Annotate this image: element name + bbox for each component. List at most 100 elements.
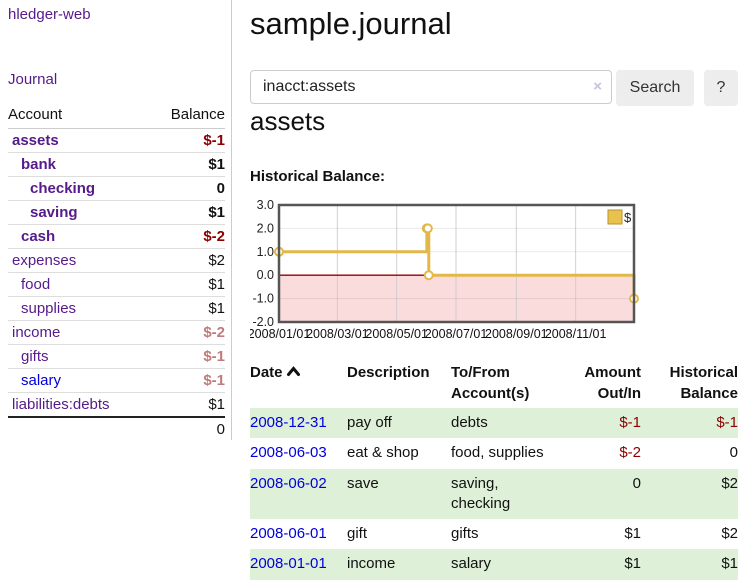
svg-text:3.0: 3.0 — [257, 198, 274, 212]
date-link[interactable]: 2008-06-02 — [250, 474, 327, 492]
register-description-cell: income — [347, 555, 396, 573]
account-row: supplies $1 — [8, 296, 225, 321]
register-accounts-cell: food, supplies — [451, 444, 544, 462]
svg-text:1.0: 1.0 — [257, 245, 274, 259]
sidebar-item-journal[interactable]: Journal — [8, 71, 58, 88]
account-link[interactable]: gifts — [21, 348, 49, 365]
sidebar: hledger-web Journal Account Balance asse… — [0, 0, 232, 441]
account-link[interactable]: assets — [12, 132, 59, 149]
account-row: liabilities:debts $1 — [8, 392, 225, 418]
sort-ascending-icon — [286, 362, 300, 383]
date-link[interactable]: 2008-01-01 — [250, 555, 327, 573]
accounts-table: Account Balance assets $-1 bank $1 checking 0… — [8, 103, 225, 441]
svg-text:-1.0: -1.0 — [252, 292, 274, 306]
register-description-cell: eat & shop — [347, 444, 419, 462]
account-link[interactable]: saving — [30, 204, 78, 221]
register-row: 2008-12-31 pay off debts $-1 $-1 — [250, 408, 738, 439]
register-description-cell: gift — [347, 525, 368, 542]
account-balance: $-1 — [203, 348, 225, 365]
account-heading: assets — [250, 106, 326, 136]
register-row: 2008-06-01 gift gifts $1 $2 — [250, 519, 738, 549]
account-row: saving $1 — [8, 200, 225, 225]
account-link[interactable]: supplies — [21, 300, 77, 317]
chart-label: Historical Balance: — [250, 168, 386, 185]
register-amount-cell: $1 — [624, 525, 641, 542]
search-button[interactable]: Search — [616, 70, 694, 106]
account-balance: $-1 — [203, 132, 225, 149]
register-header-row: Date Description To/From Account(s) Amou… — [250, 360, 738, 408]
account-link[interactable]: salary — [21, 372, 62, 389]
account-balance: $-1 — [203, 372, 225, 389]
main-content: sample.journal × Search ? assets Histori… — [250, 0, 738, 580]
total-balance: 0 — [149, 416, 225, 441]
register-accounts-cell: salary — [451, 555, 492, 573]
account-link[interactable]: cash — [21, 228, 56, 245]
account-balance: $1 — [208, 396, 225, 413]
account-balance: $1 — [208, 300, 225, 317]
register-date-cell: 2008-12-31 — [250, 408, 347, 438]
search-input[interactable] — [250, 70, 612, 104]
register-balance-cell: $1 — [721, 555, 738, 573]
help-button[interactable]: ? — [704, 70, 738, 106]
date-column-header[interactable]: Date — [250, 360, 347, 408]
clear-search-icon[interactable]: × — [593, 78, 602, 95]
search-form: × Search ? — [250, 70, 738, 106]
register-balance-cell: 0 — [729, 444, 738, 462]
account-balance: $1 — [208, 156, 225, 173]
svg-text:2008/07/01: 2008/07/01 — [425, 327, 488, 341]
register-amount-cell: 0 — [632, 474, 641, 492]
account-balance: $1 — [208, 204, 225, 221]
register-date-cell: 2008-06-02 — [250, 469, 347, 520]
register-date-cell: 2008-01-01 — [250, 549, 347, 579]
date-link[interactable]: 2008-06-03 — [250, 444, 327, 462]
account-link[interactable]: checking — [30, 180, 96, 197]
app-title-link[interactable]: hledger-web — [8, 6, 91, 23]
register-date-cell: 2008-06-03 — [250, 438, 347, 468]
register-table: Date Description To/From Account(s) Amou… — [250, 360, 738, 580]
register-amount-cell: $1 — [624, 555, 641, 573]
account-link[interactable]: food — [21, 276, 51, 293]
account-balance: $-2 — [203, 324, 225, 341]
svg-text:2008/01/01: 2008/01/01 — [250, 327, 310, 341]
account-balance: $1 — [208, 276, 225, 293]
register-date-cell: 2008-06-01 — [250, 519, 347, 549]
accounts-column-header: To/From Account(s) — [451, 364, 530, 402]
register-balance-cell: $2 — [721, 525, 738, 542]
total-row: 0 — [8, 416, 225, 441]
register-accounts-cell: saving, checking — [451, 474, 511, 512]
svg-text:0.0: 0.0 — [257, 268, 274, 282]
svg-text:2008/03/01: 2008/03/01 — [306, 327, 369, 341]
register-accounts-cell: gifts — [451, 525, 479, 542]
register-amount-cell: $-2 — [619, 444, 641, 462]
account-link[interactable]: expenses — [12, 252, 77, 269]
balance-column-header: Balance — [149, 103, 225, 129]
register-amount-cell: $-1 — [619, 414, 641, 431]
chart-legend-label: $ — [624, 210, 632, 225]
historical-balance-chart: 3.0 2.0 1.0 0.0 -1.0 -2.02008/01/012008/03/01… — [250, 198, 639, 341]
date-link[interactable]: 2008-12-31 — [250, 414, 327, 431]
account-row: food $1 — [8, 272, 225, 297]
svg-text:2008/05/01: 2008/05/01 — [365, 327, 428, 341]
register-description-cell: pay off — [347, 414, 392, 431]
account-link[interactable]: income — [12, 324, 61, 341]
account-row: assets $-1 — [8, 128, 225, 153]
account-link[interactable]: bank — [21, 156, 57, 173]
amount-column-header: Amount Out/In — [584, 364, 641, 402]
date-header-label: Date — [250, 364, 283, 381]
account-link[interactable]: liabilities:debts — [12, 396, 110, 413]
account-row: expenses $2 — [8, 248, 225, 273]
register-description-cell: save — [347, 474, 379, 492]
account-row: gifts $-1 — [8, 344, 225, 369]
svg-text:-2.0: -2.0 — [252, 315, 274, 329]
page-title: sample.journal — [250, 6, 452, 41]
account-row: bank $1 — [8, 152, 225, 177]
account-column-header: Account — [8, 103, 150, 129]
account-row: income $-2 — [8, 320, 225, 345]
search-input-wrap: × — [250, 70, 612, 104]
account-row: checking 0 — [8, 176, 225, 201]
svg-text:2008/09/01: 2008/09/01 — [485, 327, 548, 341]
date-link[interactable]: 2008-06-01 — [250, 525, 327, 542]
account-balance: $-2 — [203, 228, 225, 245]
register-row: 2008-01-01 income salary $1 $1 — [250, 549, 738, 580]
register-row: 2008-06-02 save saving, checking 0 $2 — [250, 468, 738, 520]
